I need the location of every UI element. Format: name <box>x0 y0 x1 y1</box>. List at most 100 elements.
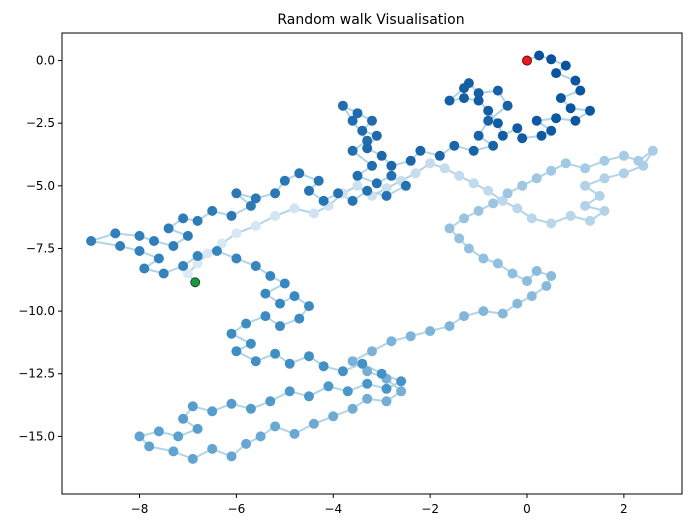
walk-point <box>381 396 392 407</box>
walk-point <box>294 313 305 324</box>
walk-point <box>357 358 368 369</box>
walk-point <box>260 288 271 299</box>
x-tick-label: −2 <box>421 502 439 516</box>
walk-point <box>168 446 179 457</box>
walk-point <box>173 431 184 442</box>
walk-point <box>289 203 300 214</box>
y-tick-label: −15.0 <box>18 429 55 443</box>
walk-point <box>226 451 237 462</box>
walk-point <box>270 421 281 432</box>
walk-markers <box>190 55 532 288</box>
walk-point <box>139 263 150 274</box>
y-tick-label: −2.5 <box>26 116 55 130</box>
walk-point <box>255 431 266 442</box>
walk-point <box>362 366 373 377</box>
walk-point <box>473 205 484 216</box>
walk-point <box>570 75 581 86</box>
y-tick-label: −7.5 <box>26 241 55 255</box>
x-tick-label: −4 <box>324 502 342 516</box>
walk-point <box>400 180 411 191</box>
walk-point <box>473 88 484 99</box>
walk-point <box>362 143 373 154</box>
walk-point <box>241 318 252 329</box>
walk-point <box>178 261 189 271</box>
walk-point <box>284 358 295 369</box>
walk-point <box>163 223 174 234</box>
walk-point <box>478 253 489 264</box>
walk-point <box>265 271 276 281</box>
walk-point <box>352 180 363 191</box>
y-tick-label: −12.5 <box>18 367 55 381</box>
walk-point <box>250 193 261 204</box>
chart-title: Random walk Visualisation <box>277 12 464 28</box>
walk-point <box>134 246 145 256</box>
walk-point <box>342 386 353 397</box>
walk-point <box>534 50 545 61</box>
walk-point <box>245 338 256 349</box>
walk-point <box>497 130 508 141</box>
walk-point <box>415 145 426 156</box>
walk-point <box>512 203 523 214</box>
walk-point <box>376 150 387 161</box>
y-tick-label: 0.0 <box>36 54 55 68</box>
walk-point <box>371 130 382 141</box>
walk-point <box>347 115 358 126</box>
walk-point <box>488 198 499 209</box>
walk-point <box>575 85 586 96</box>
walk-point <box>425 326 436 337</box>
walk-point <box>546 271 557 281</box>
walk-point <box>381 190 392 201</box>
walk-point <box>512 123 523 134</box>
walk-point <box>245 200 256 211</box>
walk-point <box>231 228 242 239</box>
x-tick-label: 2 <box>620 502 628 516</box>
walk-point <box>386 170 397 181</box>
walk-point <box>153 253 164 264</box>
walk-point <box>478 306 489 317</box>
walk-point <box>357 125 368 136</box>
walk-point <box>570 115 581 126</box>
walk-point <box>192 258 203 269</box>
walk-point <box>275 321 285 332</box>
walk-point <box>337 100 348 111</box>
walk-point <box>308 208 319 219</box>
walk-point <box>507 268 518 279</box>
walk-point <box>352 170 363 181</box>
walk-point <box>454 233 465 244</box>
walk-point <box>304 185 314 196</box>
walk-point <box>250 220 261 231</box>
walk-point <box>226 328 237 339</box>
walk-point <box>304 351 314 362</box>
walk-point <box>178 413 189 424</box>
walk-point <box>352 108 363 119</box>
walk-point <box>405 155 416 166</box>
walk-point <box>599 173 610 184</box>
walk-point <box>304 391 314 402</box>
walk-point <box>546 54 557 65</box>
walk-point <box>386 160 397 171</box>
walk-point <box>546 165 557 176</box>
walk-point <box>396 376 407 387</box>
walk-point <box>444 95 455 106</box>
walk-point <box>502 188 513 199</box>
plot-area <box>86 50 658 464</box>
walk-point <box>459 213 469 224</box>
walk-point <box>182 230 193 241</box>
walk-point <box>546 218 557 229</box>
walk-point <box>618 168 629 179</box>
walk-point <box>250 261 261 271</box>
walk-point <box>396 386 407 397</box>
walk-point <box>492 85 503 96</box>
walk-point <box>585 215 595 226</box>
walk-point <box>207 406 218 417</box>
walk-point <box>192 251 203 261</box>
x-tick-label: −6 <box>228 502 246 516</box>
walk-point <box>284 386 295 397</box>
walk-point <box>115 241 126 251</box>
walk-point <box>187 453 198 464</box>
walk-point <box>245 403 256 414</box>
x-tick-label: −8 <box>131 502 149 516</box>
